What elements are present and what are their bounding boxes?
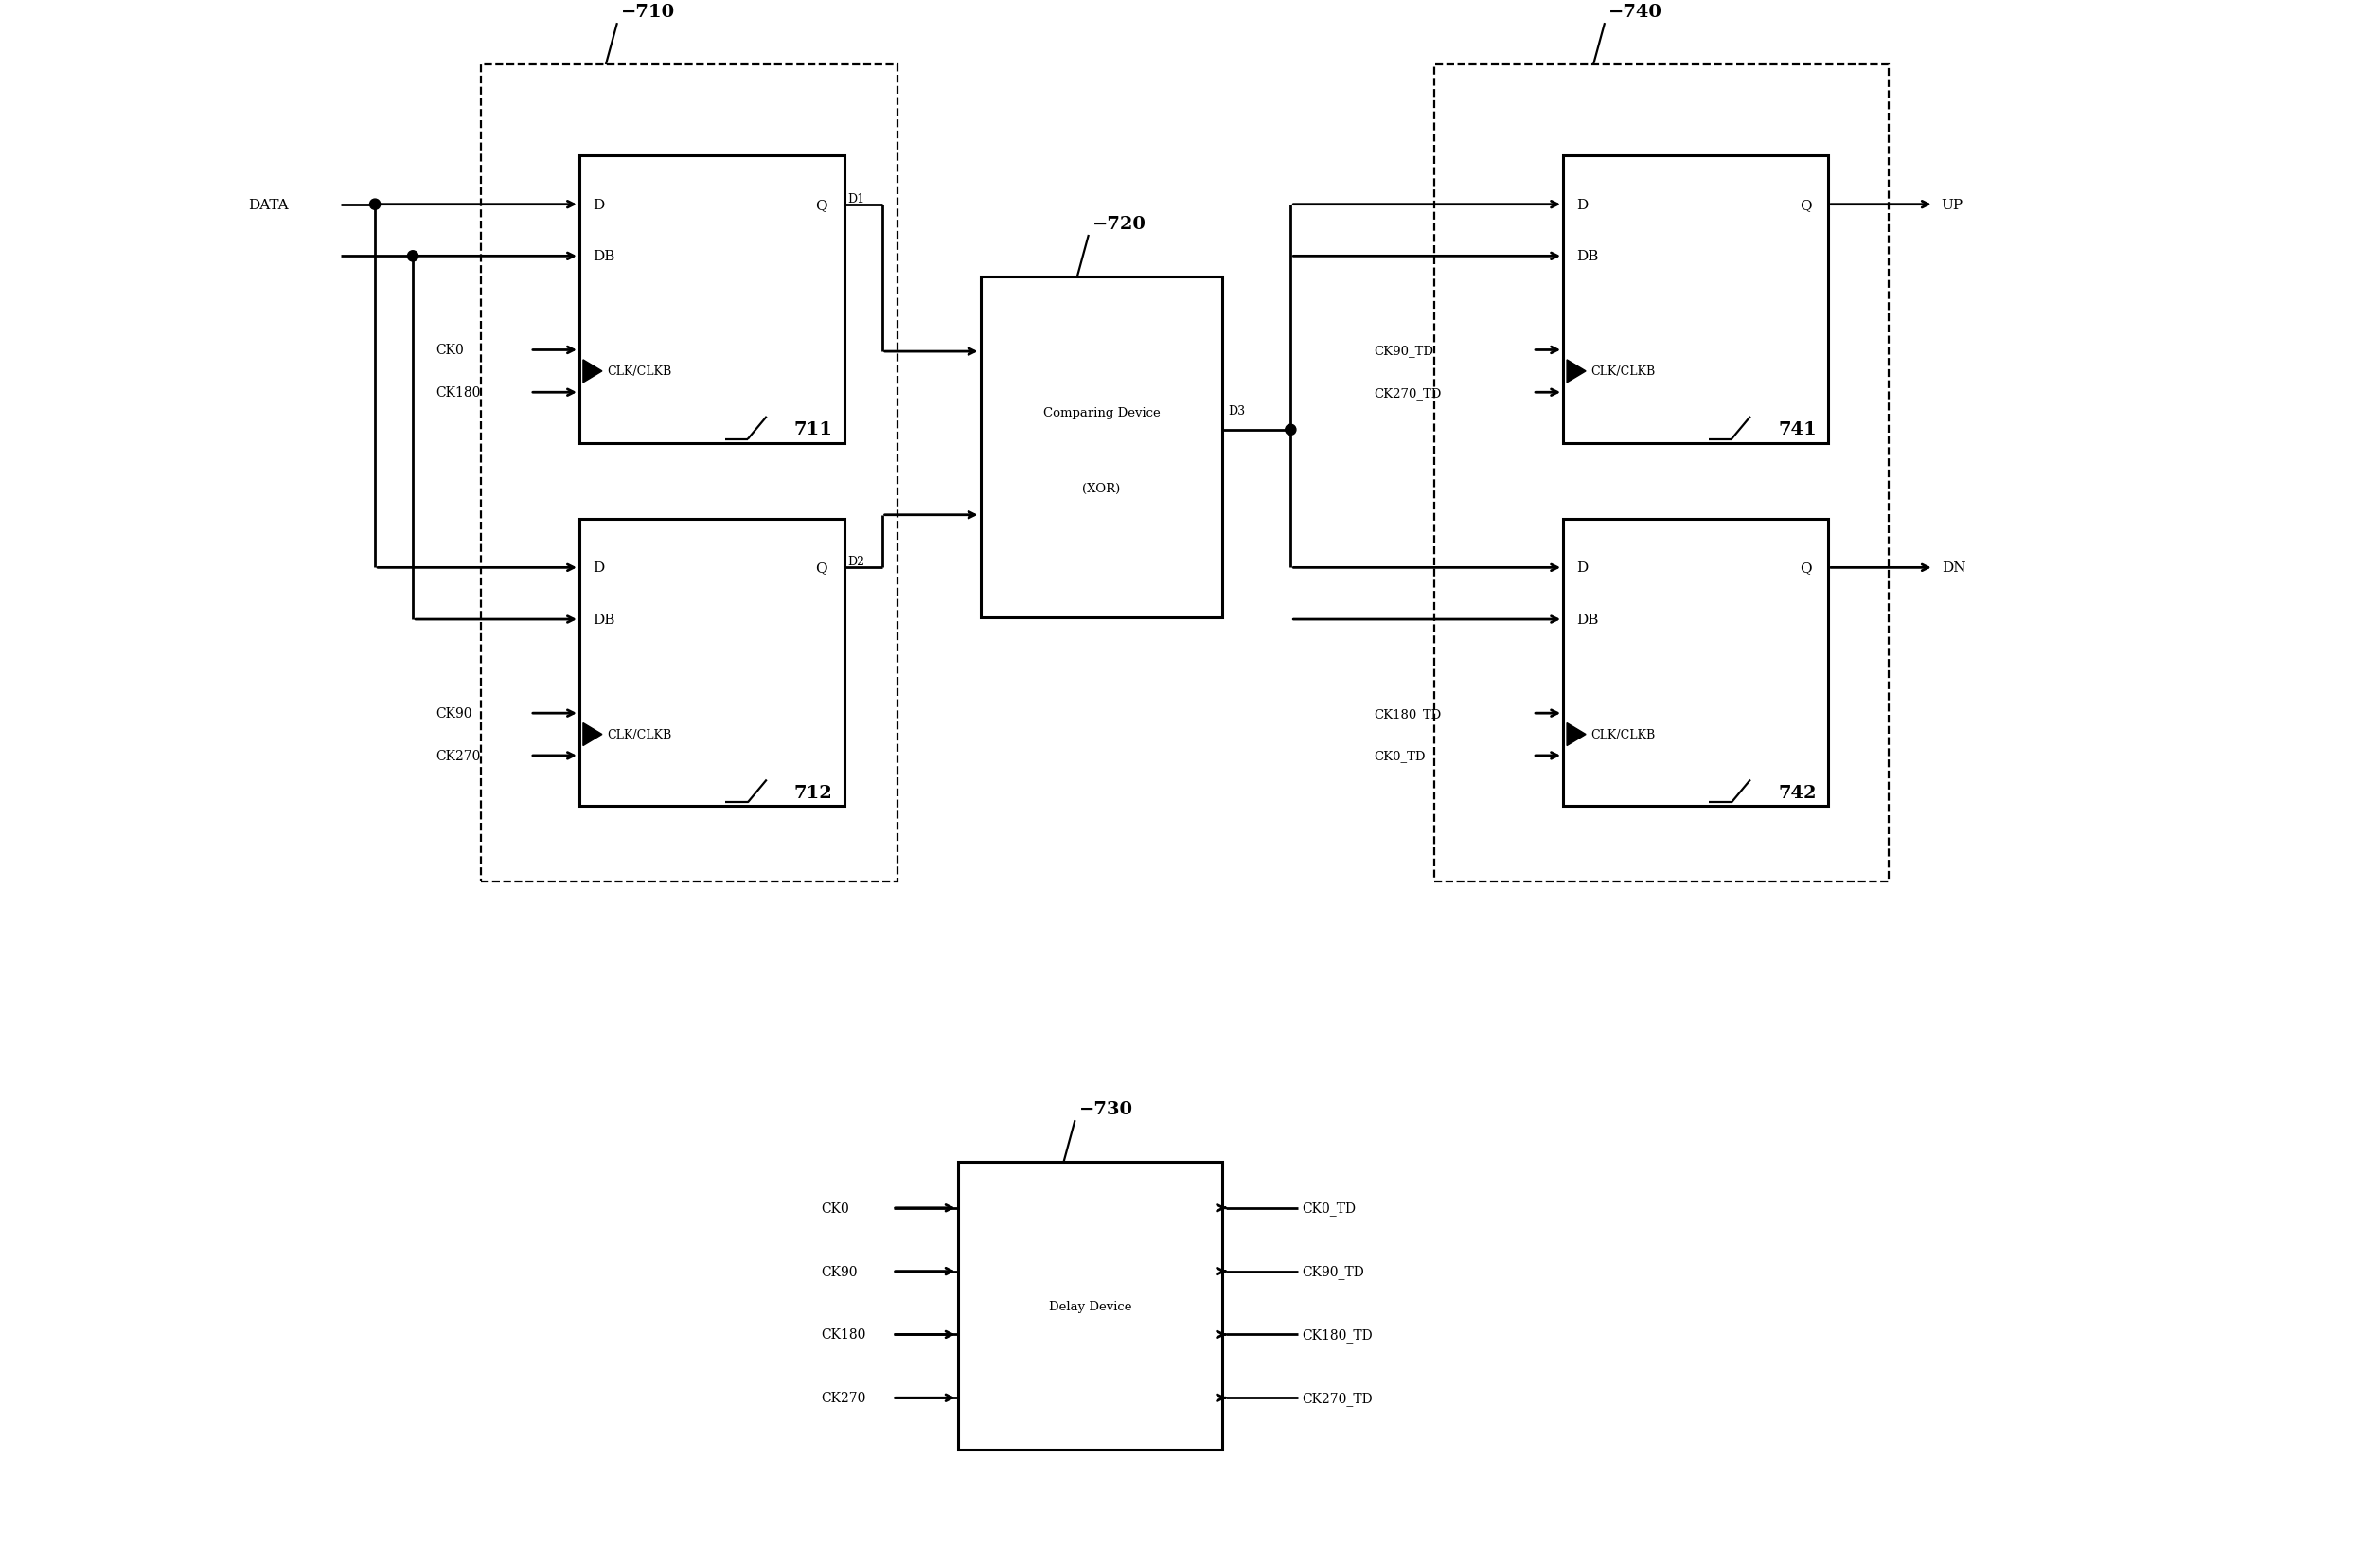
Text: DB: DB [1576,251,1599,263]
Text: CK180: CK180 [436,387,481,400]
Text: CK0: CK0 [821,1202,850,1214]
Text: CLK/CLKB: CLK/CLKB [1592,365,1656,378]
Circle shape [407,251,419,262]
Text: CK270_TD: CK270_TD [1373,387,1442,400]
Text: DB: DB [593,613,614,627]
Text: Q: Q [816,199,828,212]
Text: CK0_TD: CK0_TD [1302,1202,1357,1214]
Text: CK0_TD: CK0_TD [1373,751,1426,762]
Text: −730: −730 [1078,1100,1133,1117]
Bar [1564,157,1828,443]
Text: D: D [1576,199,1587,212]
Text: 741: 741 [1778,422,1816,439]
Bar [957,1163,1223,1449]
Text: CK270_TD: CK270_TD [1302,1391,1373,1406]
Text: CLK/CLKB: CLK/CLKB [607,365,671,378]
Circle shape [1285,425,1297,436]
Text: CK270: CK270 [436,749,481,763]
Text: CK180: CK180 [821,1327,866,1341]
Text: CLK/CLKB: CLK/CLKB [1592,729,1656,741]
Text: CK180_TD: CK180_TD [1302,1327,1373,1341]
Text: D2: D2 [847,556,864,569]
Text: D1: D1 [847,193,864,205]
Text: Delay Device: Delay Device [1050,1299,1130,1312]
Text: CK90_TD: CK90_TD [1373,345,1433,357]
Text: −720: −720 [1092,216,1147,233]
Text: CK270: CK270 [821,1391,866,1404]
Text: 742: 742 [1778,785,1816,802]
Text: CLK/CLKB: CLK/CLKB [607,729,671,741]
Circle shape [369,199,381,210]
Text: Q: Q [1799,561,1811,575]
Text: DB: DB [1576,613,1599,627]
Bar [578,519,845,807]
Text: 712: 712 [795,785,833,802]
Text: UP: UP [1942,199,1964,212]
Text: D: D [1576,561,1587,575]
Text: DATA: DATA [248,199,288,212]
Text: D: D [593,199,605,212]
Polygon shape [1566,360,1585,382]
Text: DN: DN [1942,561,1966,575]
Bar [1435,66,1887,882]
Text: DB: DB [593,251,614,263]
Text: −740: −740 [1609,5,1661,20]
Text: D: D [593,561,605,575]
Bar [578,157,845,443]
Polygon shape [583,724,602,746]
Text: CK90_TD: CK90_TD [1302,1265,1364,1279]
Bar [1564,519,1828,807]
Text: Comparing Device: Comparing Device [1042,407,1159,420]
Bar [981,277,1223,617]
Text: D3: D3 [1228,406,1245,417]
Text: CK180_TD: CK180_TD [1373,707,1442,719]
Bar [481,66,897,882]
Text: CK0: CK0 [436,343,464,357]
Text: 711: 711 [795,422,833,439]
Text: (XOR): (XOR) [1083,483,1121,494]
Text: −710: −710 [621,5,676,20]
Polygon shape [583,360,602,382]
Text: CK90: CK90 [436,707,471,721]
Polygon shape [1566,724,1585,746]
Text: CK90: CK90 [821,1265,857,1279]
Text: Q: Q [816,561,828,575]
Text: Q: Q [1799,199,1811,212]
